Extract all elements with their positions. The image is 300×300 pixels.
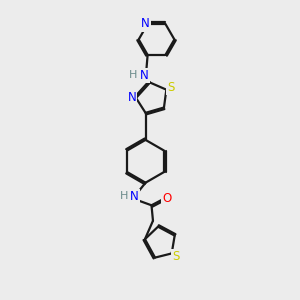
- Text: N: N: [128, 92, 136, 104]
- Text: N: N: [130, 190, 139, 203]
- Text: H: H: [129, 70, 137, 80]
- Text: H: H: [120, 191, 129, 201]
- Text: N: N: [141, 17, 150, 31]
- Text: N: N: [140, 69, 149, 82]
- Text: O: O: [162, 192, 172, 205]
- Text: S: S: [172, 250, 180, 263]
- Text: S: S: [167, 81, 174, 94]
